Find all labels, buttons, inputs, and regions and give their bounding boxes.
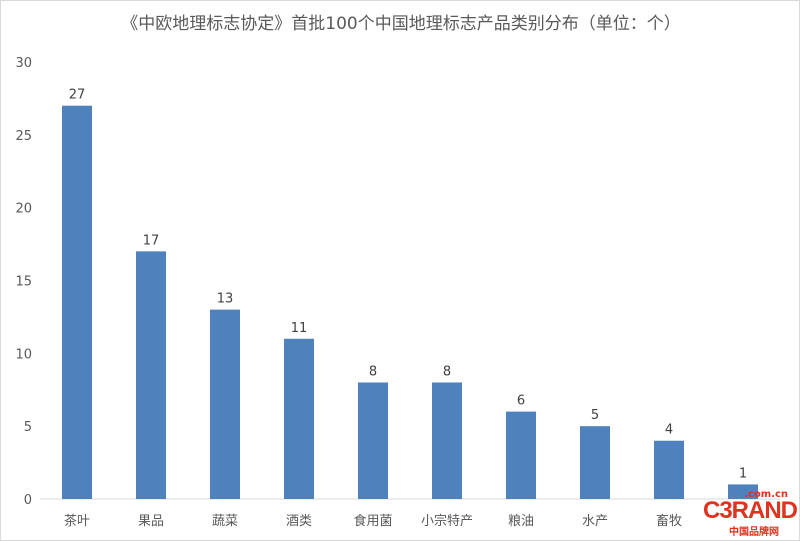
watermark-logo: .com.cn C3RAND 中国品牌网 [701, 489, 798, 538]
x-tick-label: 酒类 [286, 514, 312, 529]
y-tick-label: 30 [15, 56, 32, 71]
bar [580, 426, 610, 499]
bar [358, 382, 388, 499]
bar [210, 309, 240, 499]
y-tick-label: 5 [24, 420, 32, 435]
chart-title: 《中欧地理标志协定》首批100个中国地理标志产品类别分布（单位：个） [121, 14, 681, 34]
data-label: 17 [143, 233, 160, 248]
bar [728, 484, 758, 499]
x-tick-label: 茶叶 [64, 513, 90, 529]
bar [432, 382, 462, 499]
x-tick-label: 水产 [582, 514, 608, 529]
bar [506, 411, 536, 499]
y-tick-label: 0 [24, 493, 32, 508]
data-label: 8 [443, 364, 451, 379]
data-label: 27 [69, 88, 86, 103]
data-label: 8 [369, 364, 377, 379]
x-tick-label: 食用菌 [353, 513, 392, 529]
x-tick-label: 蔬菜 [212, 514, 238, 529]
x-tick-label: 粮油 [508, 514, 534, 529]
y-tick-label: 10 [15, 347, 32, 362]
bar [654, 440, 684, 499]
data-label: 11 [291, 321, 308, 336]
data-label: 1 [739, 466, 747, 481]
bar [136, 251, 166, 499]
x-tick-label: 小宗特产 [421, 513, 473, 529]
data-label: 13 [217, 292, 234, 307]
x-tick-label: 畜牧 [656, 513, 682, 529]
y-tick-label: 20 [15, 202, 32, 217]
watermark-cn: 中国品牌网 [729, 527, 779, 538]
watermark-brand: C3RAND [703, 497, 798, 524]
data-label: 6 [517, 394, 525, 409]
watermark-domain: .com.cn [744, 489, 788, 500]
x-tick-label: 果品 [138, 514, 164, 529]
y-tick-label: 25 [15, 129, 32, 144]
bar [284, 338, 314, 499]
data-label: 5 [591, 408, 599, 423]
data-label: 4 [665, 423, 673, 438]
bar [62, 105, 92, 499]
y-tick-label: 15 [15, 275, 32, 290]
